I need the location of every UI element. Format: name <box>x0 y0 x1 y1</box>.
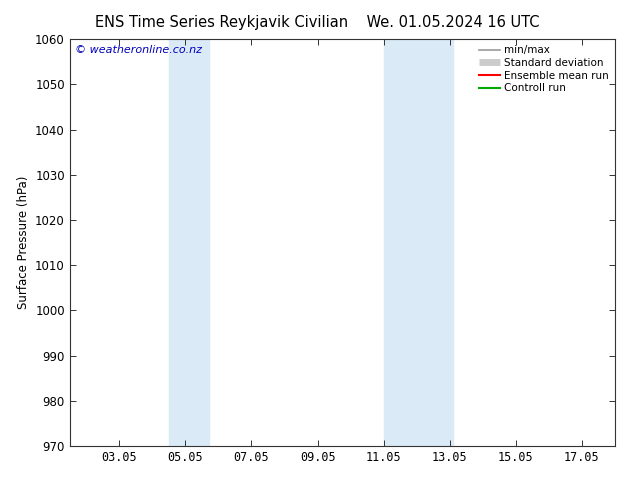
Text: ENS Time Series Reykjavik Civilian    We. 01.05.2024 16 UTC: ENS Time Series Reykjavik Civilian We. 0… <box>94 15 540 30</box>
Bar <box>384 39 453 446</box>
Y-axis label: Surface Pressure (hPa): Surface Pressure (hPa) <box>16 176 30 309</box>
Legend: min/max, Standard deviation, Ensemble mean run, Controll run: min/max, Standard deviation, Ensemble me… <box>476 42 612 97</box>
Bar <box>169 39 209 446</box>
Text: © weatheronline.co.nz: © weatheronline.co.nz <box>75 45 202 55</box>
